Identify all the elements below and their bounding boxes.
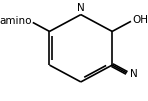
Text: OH: OH [132, 15, 148, 25]
Text: N: N [77, 3, 85, 13]
Text: amino: amino [0, 16, 32, 26]
Text: N: N [130, 69, 137, 79]
